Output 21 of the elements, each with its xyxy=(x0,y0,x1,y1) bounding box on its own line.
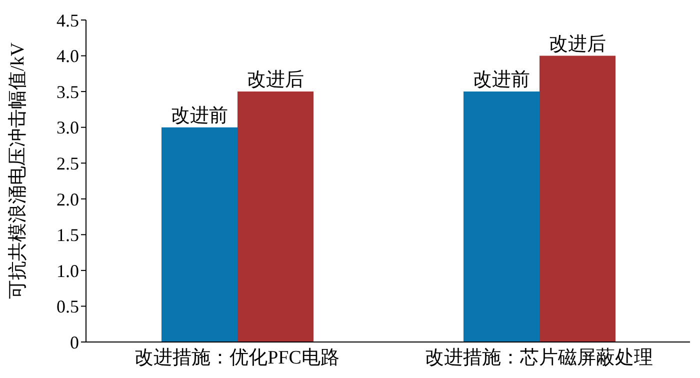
x-tick-label: 改进措施：芯片磁屏蔽处理 xyxy=(425,347,653,368)
y-tick-label: 2.5 xyxy=(56,154,79,174)
bar xyxy=(464,92,540,342)
y-tick-label: 0.5 xyxy=(56,296,79,317)
y-tick-label: 0 xyxy=(70,332,79,352)
text: 改进后 xyxy=(549,34,606,55)
y-tick-label: 4.5 xyxy=(56,10,79,30)
y-tick-label: 1.5 xyxy=(56,225,79,246)
y-axis-title: 可抗共模浪涌电压冲击幅值/kV xyxy=(6,42,29,299)
series-label: 改进后 xyxy=(247,70,304,91)
series-label: 改进前 xyxy=(171,105,228,126)
bar xyxy=(238,92,314,342)
y-tick-label: 3.0 xyxy=(56,118,79,138)
y-tick-label: 3.5 xyxy=(56,82,79,102)
bar xyxy=(162,127,238,342)
y-tick-label: 1.0 xyxy=(56,260,79,281)
bar xyxy=(540,56,616,342)
x-tick-label: 改进措施：优化PFC电路 xyxy=(134,347,340,368)
text: 改进前 xyxy=(473,70,530,91)
y-tick-label: 2.0 xyxy=(56,189,79,210)
y-tick-label: 4.0 xyxy=(56,46,79,66)
